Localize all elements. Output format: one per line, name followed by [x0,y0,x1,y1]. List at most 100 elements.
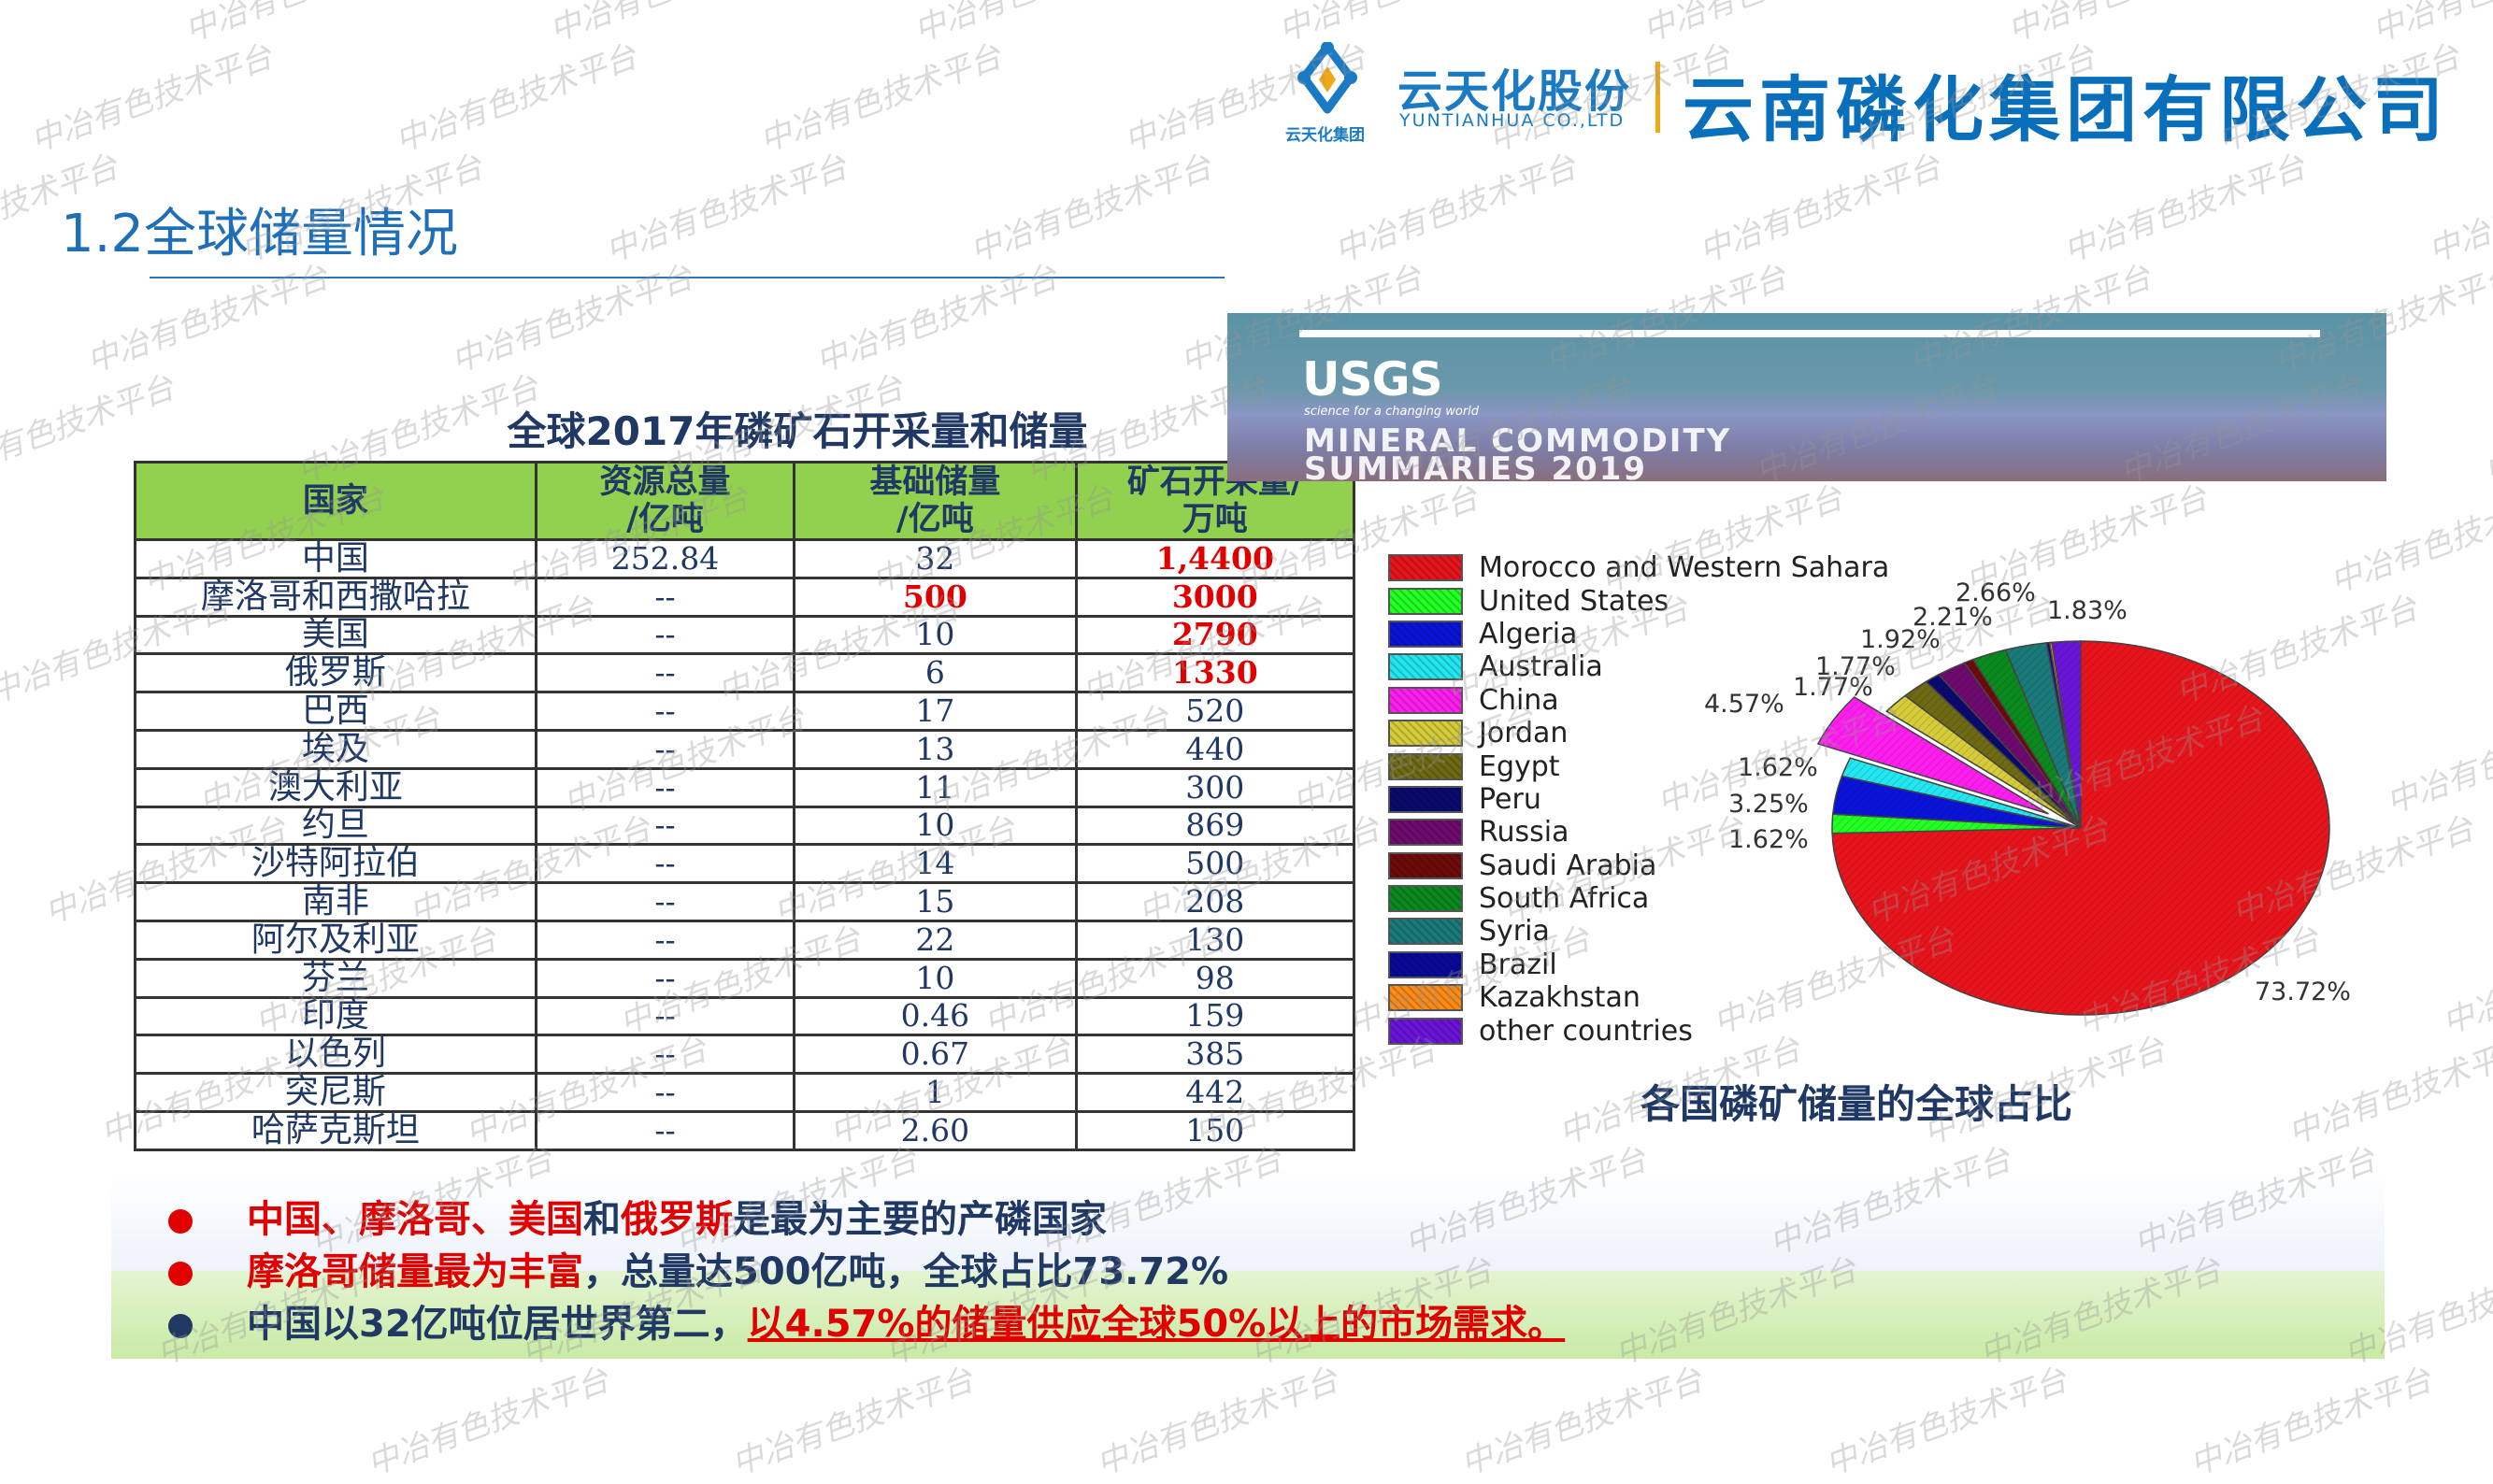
logo-cn: 云天化股份 [1397,65,1632,118]
value-cell: 22 [793,919,1078,961]
banner-rule [1299,330,2320,337]
value-cell: 500 [793,576,1078,618]
legend-item: Algeria [1388,618,1889,650]
bullet-background-top [111,1168,2385,1271]
legend-label: China [1479,683,1559,717]
bullet-text: 和 [583,1198,621,1241]
table-row: 俄罗斯 -- 6 1330 [134,652,1356,694]
legend-swatch [1388,950,1463,978]
usgs-title-line1: MINERAL COMMODITY [1304,422,1732,460]
pie-data-label: 1.62% [1728,825,1809,854]
value-cell: -- [534,614,796,656]
usgs-title: MINERAL COMMODITY SUMMARIES 2019 [1304,422,1732,481]
value-cell: -- [534,881,796,922]
logo-group-text: 云天化集团 [1285,126,1365,145]
watermark-text: 中冶有色技术平台 [2283,1030,2493,1153]
watermark-text: 中冶有色技术平台 [390,37,642,161]
country-cell: 巴西 [134,691,537,732]
value-cell: 150 [1074,1109,1356,1151]
value-cell: 442 [1074,1072,1356,1113]
legend-item: Russia [1388,816,1889,849]
value-cell: -- [534,805,796,847]
value-cell: 3000 [1074,576,1356,618]
value-cell: 0.67 [793,1034,1078,1076]
watermark-text: 中冶有色技术平台 [2058,148,2311,271]
watermark-text: 中冶有色技术平台 [1820,1361,2072,1484]
pie-data-label: 2.66% [1956,578,2036,607]
company-logo-icon [1295,41,1360,117]
pie-data-label: 4.57% [1704,690,1784,719]
column-header: 资源总量/亿吨 [534,461,796,541]
legend-item: Peru [1388,783,1889,816]
value-cell: 159 [1074,995,1356,1037]
value-cell: 13 [793,728,1078,770]
watermark-text: 中冶有色技术平台 [81,258,334,381]
watermark-text: 中冶有色技术平台 [1694,148,1946,271]
bullet-text: 中国以32亿吨位居世界第二， [247,1303,748,1346]
bullet-text: ，总量达500亿吨，全球占比73.72% [583,1250,1229,1293]
bullet-text: 以4.57%的储量供应全球50%以上的市场需求。 [747,1303,1566,1346]
bullet-point: 中国、摩洛哥、美国和俄罗斯是最为主要的产磷国家 [168,1189,1107,1243]
watermark-text: 中冶有色技术平台 [2437,920,2493,1043]
bullet-text: 中国、摩洛哥、美国 [247,1198,583,1241]
watermark-text: 中冶有色技术平台 [2423,148,2493,271]
country-cell: 约旦 [134,805,537,847]
legend-item: Saudi Arabia [1388,849,1889,882]
legend-swatch [1388,1017,1463,1045]
legend-item: South Africa [1388,882,1889,915]
value-cell: 10 [793,805,1078,847]
value-cell: -- [534,728,796,770]
value-cell: 32 [793,538,1078,579]
value-cell: -- [534,1072,796,1113]
table-row: 埃及 -- 13 440 [134,728,1356,770]
legend-swatch [1388,785,1463,813]
value-cell: 2.60 [793,1109,1078,1151]
legend-item: Syria [1388,915,1889,948]
table-row: 摩洛哥和西撒哈拉 -- 500 3000 [134,576,1356,618]
watermark-text: 中冶有色技术平台 [0,0,67,50]
watermark-text: 中冶有色技术平台 [362,1361,614,1484]
bullet-text: 是最为主要的产磷国家 [733,1198,1107,1241]
value-cell: 1 [793,1072,1078,1113]
country-cell: 突尼斯 [134,1072,537,1113]
value-cell: -- [534,919,796,961]
legend-swatch [1388,918,1463,946]
value-cell: 15 [793,881,1078,922]
watermark-text: 中冶有色技术平台 [2000,0,2255,50]
country-cell: 以色列 [134,1034,537,1076]
value-cell: -- [534,1034,796,1076]
value-cell: 130 [1074,919,1356,961]
pie-slice-other-countries [2051,640,2082,829]
table-row: 阿尔及利亚 -- 22 130 [134,919,1356,961]
country-cell: 美国 [134,614,537,656]
country-cell: 俄罗斯 [134,652,537,694]
legend-swatch [1388,587,1463,615]
value-cell: -- [534,766,796,808]
table-row: 约旦 -- 10 869 [134,805,1356,847]
value-cell: 2790 [1074,614,1356,656]
watermark-text: 中冶有色技术平台 [810,258,1063,381]
value-cell: 440 [1074,728,1356,770]
bullet-dot-icon [168,1209,193,1234]
usgs-banner: USGS science for a changing world MINERA… [1227,313,2386,481]
legend-swatch [1388,686,1463,714]
table-title: 全球2017年磷矿石开采量和储量 [507,408,1088,454]
value-cell: -- [534,843,796,885]
table-row: 印度 -- 0.46 159 [134,995,1356,1037]
watermark-text: 中冶有色技术平台 [600,148,852,271]
table-row: 澳大利亚 -- 11 300 [134,766,1356,808]
pie-slice-united-states [1831,813,2082,835]
watermark-text: 中冶有色技术平台 [1636,0,1890,50]
bullet-point: 摩洛哥储量最为丰富，总量达500亿吨，全球占比73.72% [168,1241,1228,1295]
country-cell: 沙特阿拉伯 [134,843,537,885]
country-cell: 中国 [134,538,537,579]
legend-label: Jordan [1479,717,1569,750]
bullet-dot-icon [168,1262,193,1286]
pie-data-label: 1.83% [2047,596,2128,625]
country-cell: 印度 [134,995,537,1037]
watermark-text: 中冶有色技术平台 [1455,1361,1708,1484]
watermark-text: 中冶有色技术平台 [25,37,278,161]
value-cell: 500 [1074,843,1356,885]
value-cell: 1,4400 [1074,538,1356,579]
value-cell: 300 [1074,766,1356,808]
